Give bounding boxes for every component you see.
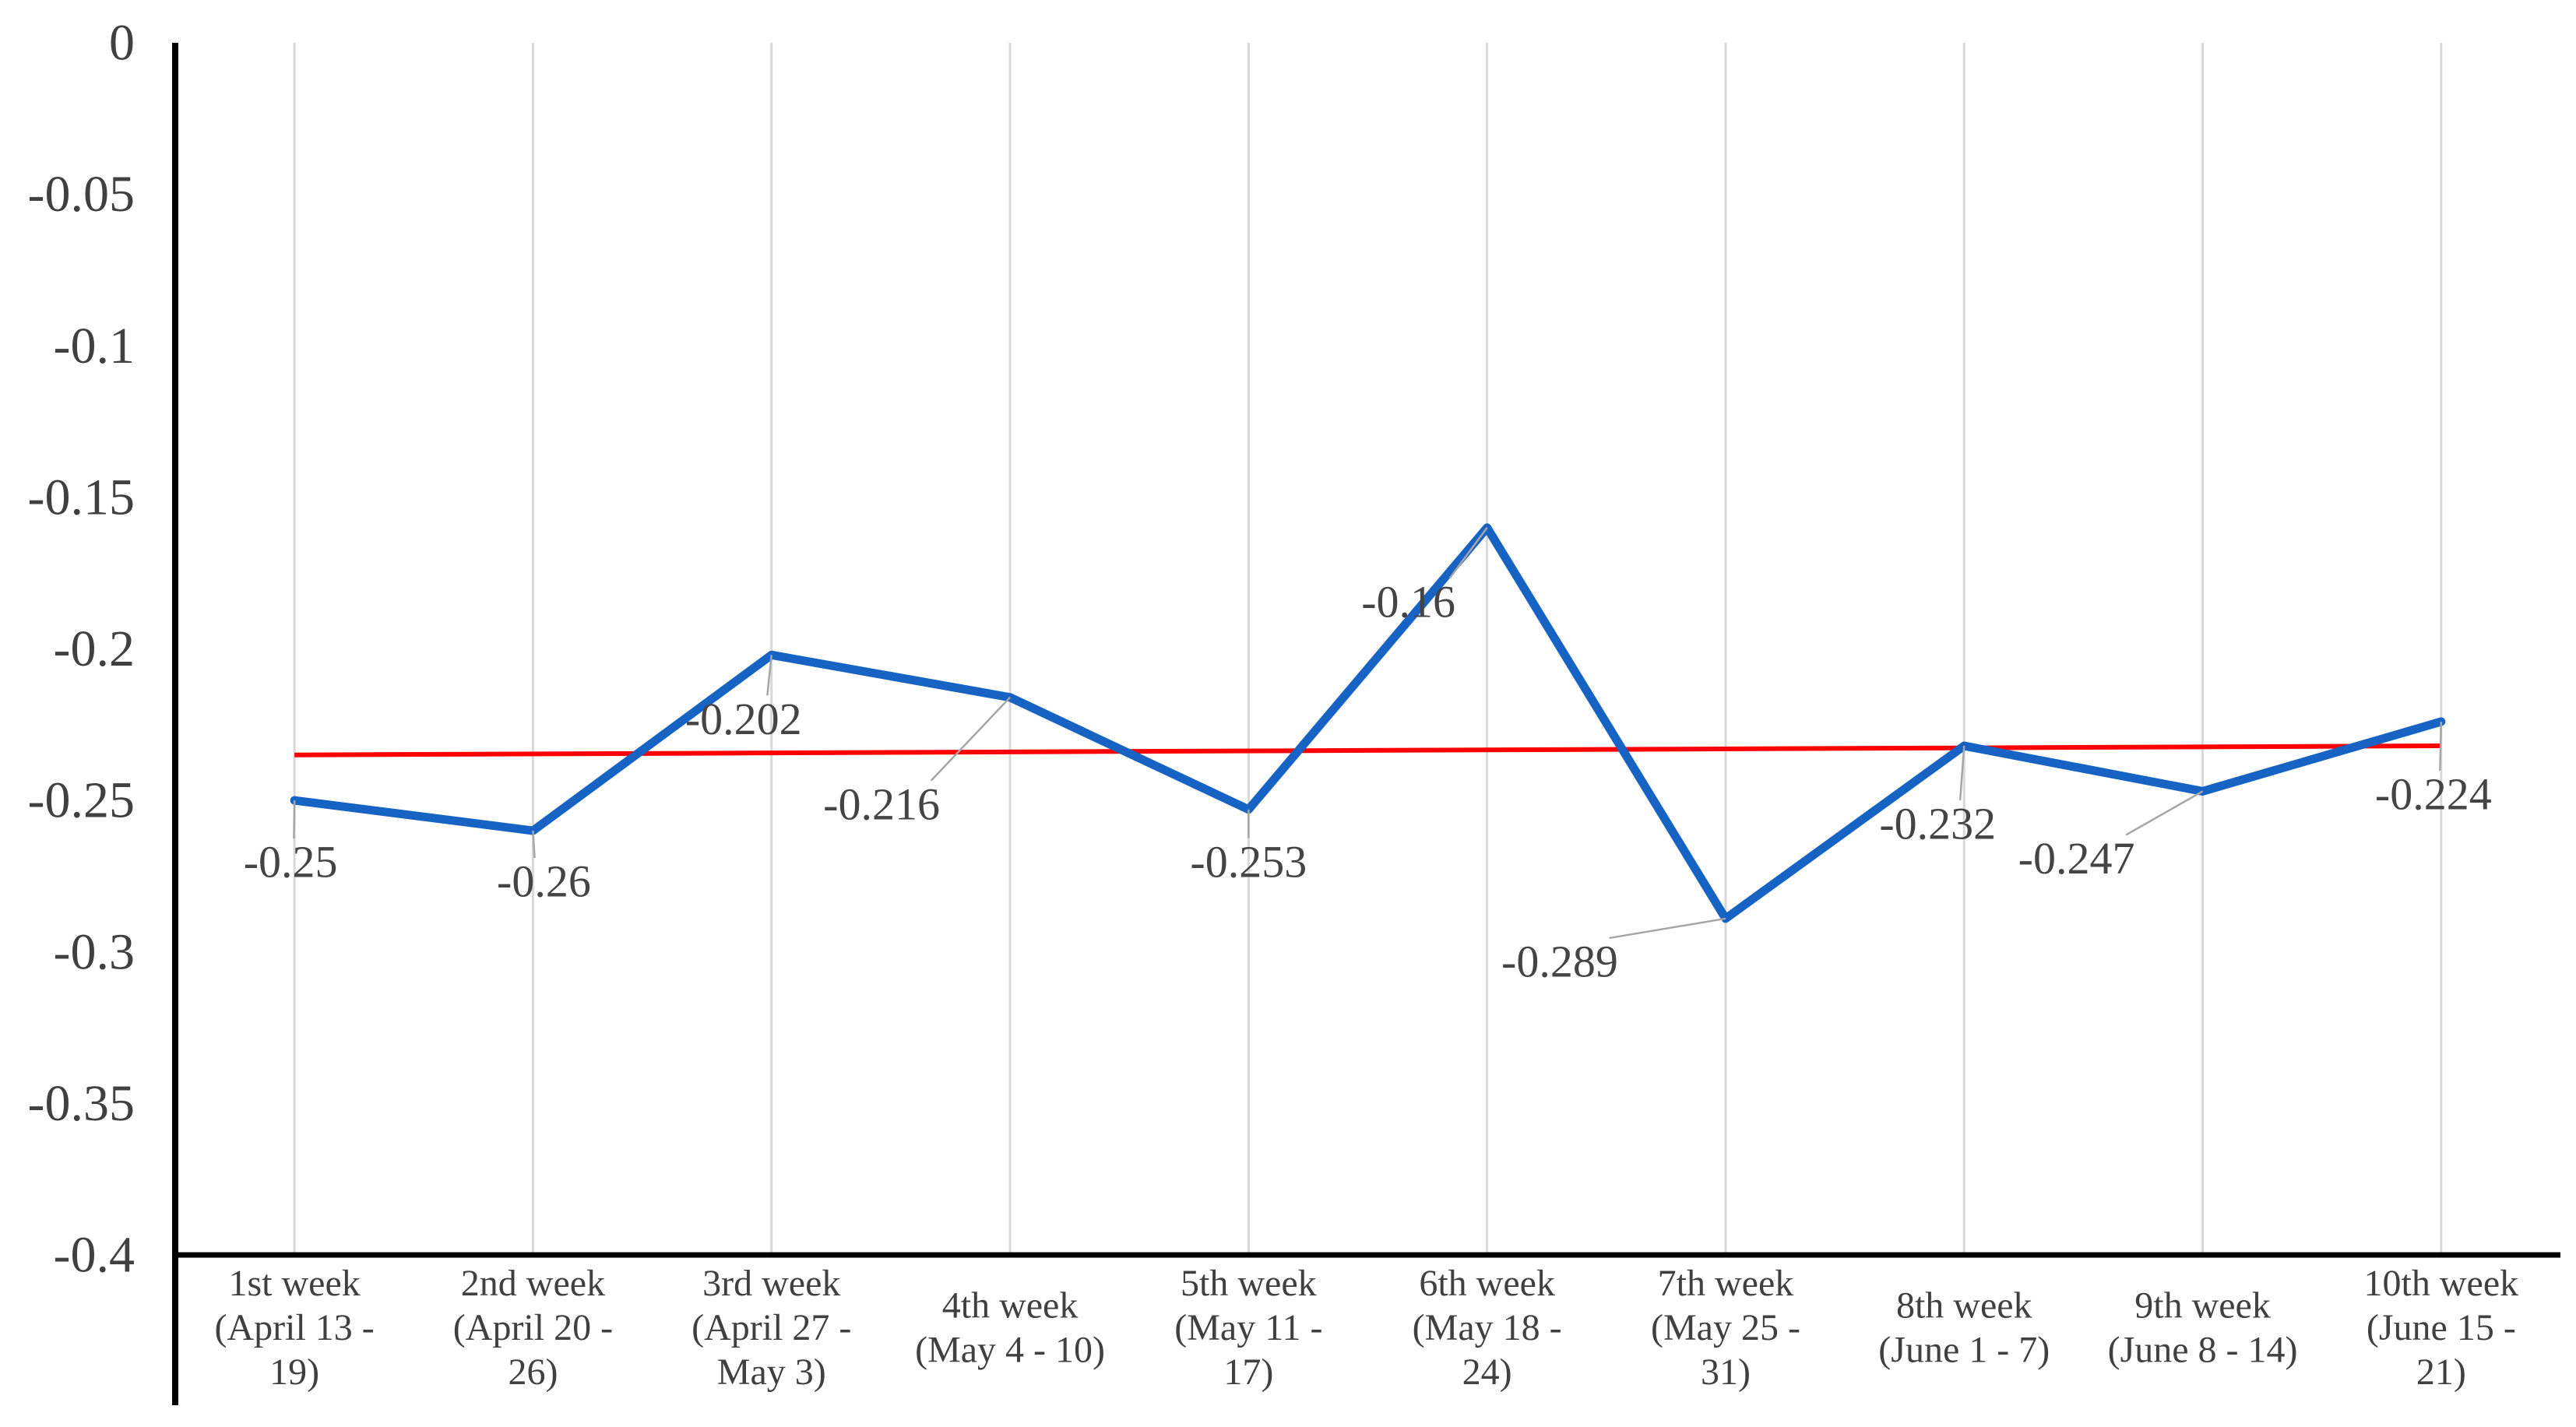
- x-category-label: 1st week (April 13 -19): [215, 1263, 375, 1393]
- y-tick-label: -0.3: [54, 923, 135, 980]
- y-tick-label: -0.25: [28, 772, 135, 829]
- x-category-label-line: 8th week: [1896, 1285, 2032, 1327]
- x-category-label-line: 26): [508, 1351, 558, 1393]
- x-category-label-line: (June 15 -: [2367, 1307, 2516, 1348]
- x-category-label: 7th week (May 25 -31): [1651, 1263, 1800, 1393]
- y-tick-label: -0.4: [54, 1227, 135, 1284]
- x-category-label-line: (May 25 -: [1651, 1307, 1800, 1348]
- data-label-leader-line: [1448, 527, 1488, 579]
- x-category-label: 4th week (May 4 - 10): [915, 1285, 1105, 1371]
- data-point-label: -0.26: [497, 856, 591, 907]
- y-tick-label: -0.05: [28, 166, 135, 223]
- x-category-label-line: (June 1 - 7): [1878, 1330, 2050, 1371]
- x-category-label: 8th week (June 1 - 7): [1878, 1285, 2050, 1371]
- trendline-group: [294, 743, 2441, 757]
- x-category-label: 5th week (May 11 -17): [1174, 1263, 1322, 1393]
- x-category-label: 2nd week (April 20 -26): [453, 1263, 613, 1393]
- data-point-label: -0.232: [1879, 799, 1996, 849]
- data-point-label: -0.289: [1501, 936, 1618, 986]
- x-category-label-line: (April 13 -: [215, 1307, 375, 1348]
- x-category-label-line: (May 11 -: [1174, 1307, 1322, 1348]
- x-category-label-line: 3rd week: [702, 1263, 840, 1304]
- x-category-label: 3rd week (April 27 -May 3): [692, 1263, 851, 1393]
- axes-group: [172, 43, 2560, 1405]
- x-category-label-line: (April 27 -: [692, 1307, 851, 1348]
- x-axis-labels-group: 1st week (April 13 -19) 2nd week (April 20 …: [215, 1263, 2519, 1393]
- data-point-label: -0.247: [2018, 833, 2135, 884]
- gridlines-group: [293, 43, 2443, 1255]
- x-category-label: 9th week (June 8 - 14): [2108, 1285, 2298, 1371]
- x-category-label-line: May 3): [717, 1351, 826, 1393]
- x-category-label-line: 4th week: [942, 1285, 1079, 1327]
- data-point-label: -0.224: [2375, 768, 2492, 819]
- x-category-label-line: 1st week: [229, 1263, 361, 1304]
- x-category-label-line: 19): [269, 1351, 319, 1393]
- data-labels-group: -0.25 -0.26 -0.202 -0.216 -0.253 -0.16 -0.289 -…: [244, 576, 2492, 986]
- x-category-label-line: (April 20 -: [453, 1307, 613, 1348]
- y-tick-label: -0.1: [54, 318, 135, 374]
- x-category-label-line: 5th week: [1181, 1263, 1317, 1304]
- y-tick-label: -0.35: [28, 1075, 135, 1132]
- x-category-label-line: (June 8 - 14): [2108, 1330, 2298, 1371]
- series-line: [290, 523, 2446, 923]
- data-label-leader-line: [2439, 721, 2443, 771]
- y-tick-label: -0.2: [54, 620, 135, 677]
- x-category-label: 10th week (June 15 -21): [2364, 1263, 2519, 1393]
- data-point-label: -0.16: [1361, 576, 1455, 627]
- y-tick-label: -0.15: [28, 469, 135, 525]
- x-category-label: 6th week (May 18 -24): [1413, 1263, 1562, 1393]
- x-category-label-line: 9th week: [2134, 1285, 2271, 1327]
- y-axis-labels-group: 0 -0.05 -0.1 -0.15 -0.2 -0.25 -0.3 -0.35 -0.4: [28, 15, 135, 1284]
- data-label-leader-line: [766, 655, 772, 696]
- x-category-label-line: 17): [1223, 1351, 1273, 1393]
- series-group: [290, 523, 2446, 923]
- leader-lines-group: [293, 527, 2443, 940]
- data-point-label: -0.216: [823, 779, 940, 829]
- x-category-label-line: 31): [1701, 1351, 1751, 1393]
- x-category-label-line: 24): [1462, 1351, 1512, 1393]
- data-label-leader-line: [2125, 790, 2204, 836]
- data-point-label: -0.25: [244, 837, 338, 887]
- trendline: [294, 743, 2441, 757]
- y-tick-label: 0: [109, 15, 135, 72]
- data-label-leader-line: [930, 696, 1011, 782]
- x-category-label-line: (May 18 -: [1413, 1307, 1562, 1348]
- x-category-label-line: 2nd week: [461, 1263, 605, 1304]
- x-category-label-line: 7th week: [1658, 1263, 1794, 1304]
- x-category-label-line: (May 4 - 10): [915, 1330, 1105, 1371]
- x-category-label-line: 21): [2416, 1351, 2466, 1393]
- data-label-leader-line: [532, 830, 536, 859]
- data-point-label: -0.253: [1190, 836, 1307, 887]
- data-label-leader-line: [1958, 745, 1965, 801]
- data-point-label: -0.202: [685, 694, 802, 744]
- x-category-label-line: 10th week: [2364, 1263, 2519, 1304]
- x-category-label-line: 6th week: [1419, 1263, 1555, 1304]
- data-label-leader-line: [1609, 917, 1726, 940]
